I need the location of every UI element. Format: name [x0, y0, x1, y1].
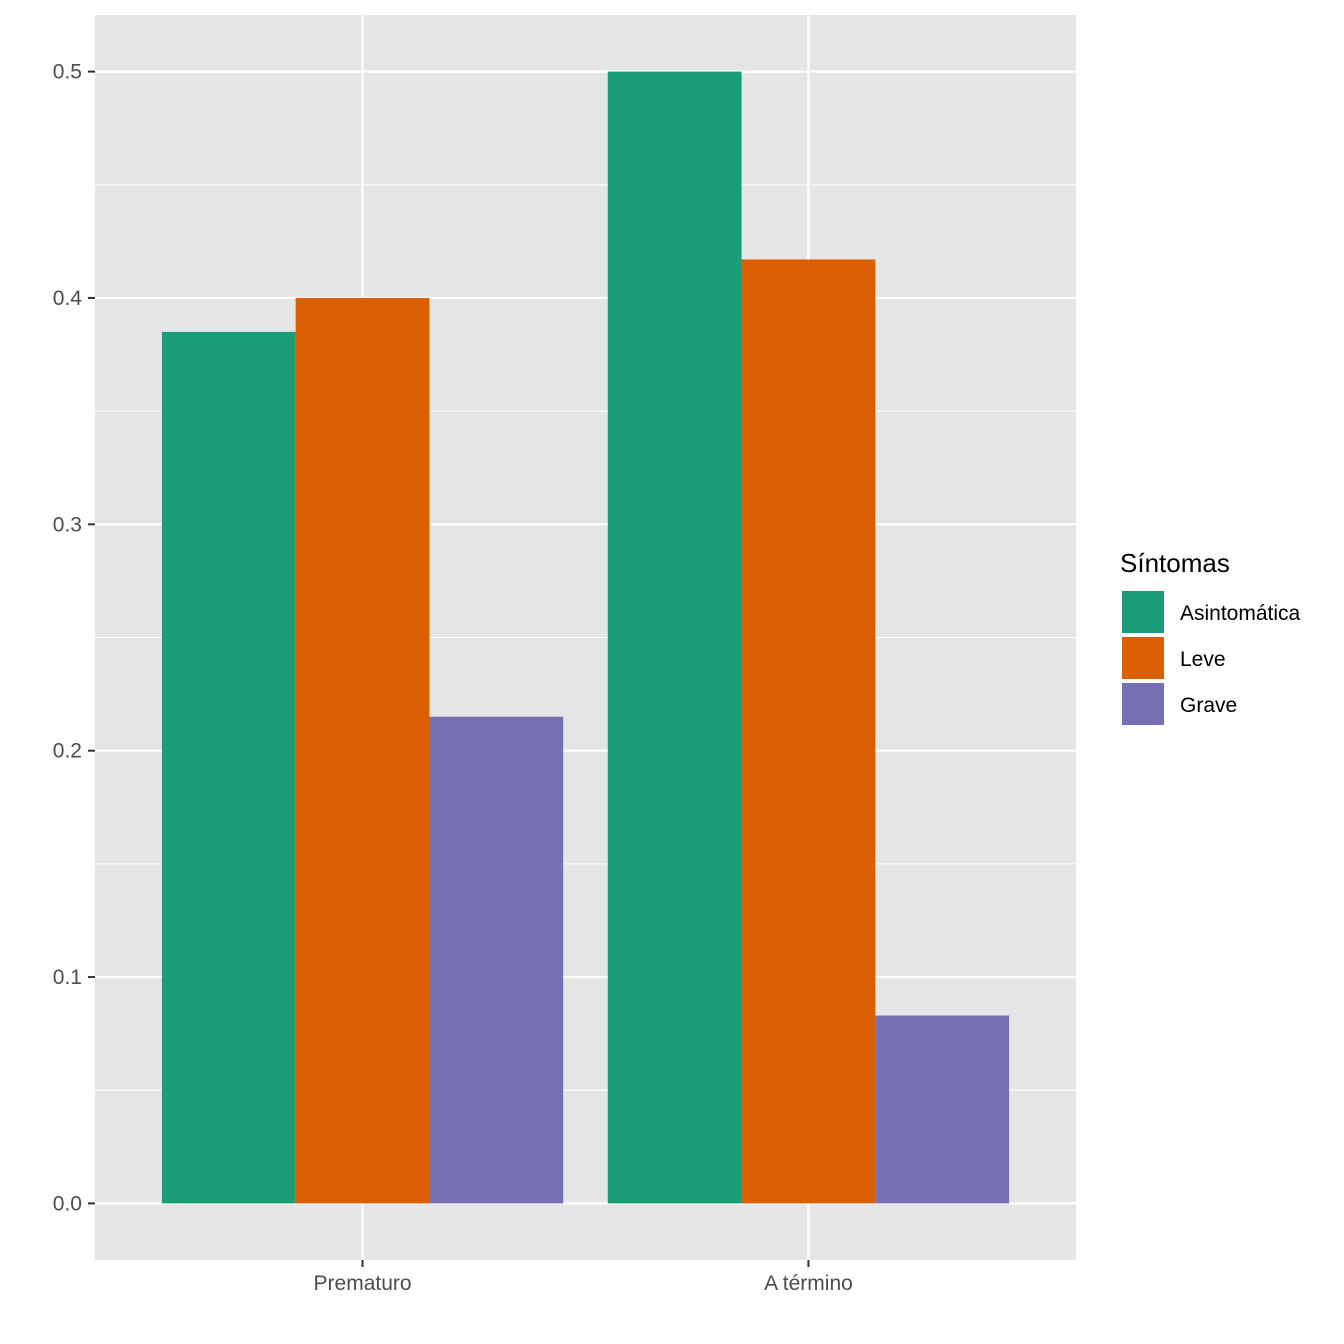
bar-leve-2 — [741, 259, 876, 1204]
bar-grave-1 — [429, 716, 564, 1204]
legend-items: Asintomática Leve Grave — [1120, 589, 1301, 727]
bar-grave-2 — [875, 1015, 1010, 1204]
x-tick-label: A término — [764, 1272, 853, 1295]
legend-swatch — [1122, 683, 1164, 725]
x-axis: Prematuro A término — [314, 1260, 853, 1295]
y-tick-label: 0.2 — [53, 740, 82, 763]
bars — [161, 71, 1010, 1204]
bar-asintom-tica-2 — [607, 71, 742, 1204]
legend-swatch — [1122, 591, 1164, 633]
y-tick-label: 0.3 — [53, 513, 82, 536]
legend-label: Leve — [1180, 648, 1226, 671]
y-tick-label: 0.0 — [53, 1192, 82, 1215]
y-tick-label: 0.1 — [53, 966, 82, 989]
legend-label: Grave — [1180, 694, 1237, 717]
y-tick-label: 0.4 — [53, 287, 83, 310]
legend-label: Asintomática — [1180, 602, 1301, 625]
y-axis: 0.0 0.1 0.2 0.3 0.4 0.5 — [53, 61, 95, 1215]
legend-swatch — [1122, 637, 1164, 679]
y-tick-label: 0.5 — [53, 61, 82, 84]
x-tick-label: Prematuro — [314, 1272, 412, 1295]
bar-leve-1 — [295, 297, 430, 1204]
legend-title: Síntomas — [1120, 548, 1230, 578]
legend: Síntomas Asintomática Leve Grave — [1120, 548, 1301, 727]
bar-asintom-tica-1 — [161, 331, 296, 1204]
